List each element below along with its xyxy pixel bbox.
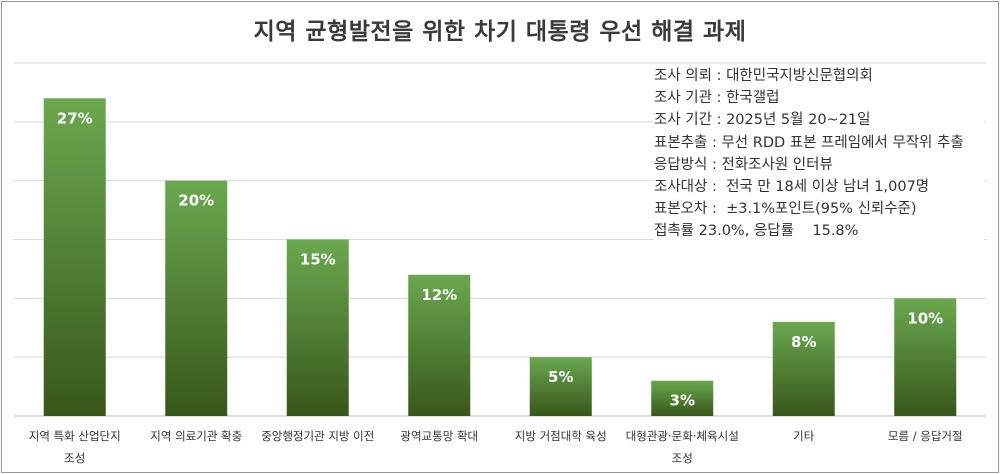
data-label-3: 15% [300,251,336,269]
bar-6 [651,380,714,416]
bar-3 [286,239,349,416]
survey-info-line: 조사 의뢰 : 대한민국지방신문협의회 [654,68,873,84]
category-label-2: 지역 의료기관 확충 [150,429,242,443]
bar-1 [43,98,106,417]
category-label-1-line-1: 지역 특화 산업단지 [29,429,121,443]
category-label-5: 지방 거점대학 육성 [515,429,607,443]
data-label-6: 3% [670,392,695,410]
survey-info-line: 조사대상 : 전국 만 18세 이상 남녀 1,007명 [654,178,930,195]
category-label-7: 기타 [793,429,815,443]
bar-8 [894,298,957,416]
survey-info-line: 표본오차 : ±3.1%포인트(95% 신뢰수준) [654,201,917,218]
bar-5 [529,357,592,416]
survey-info-line: 응답방식 : 전화조사원 인터뷰 [654,156,833,173]
data-label-7: 8% [791,333,816,351]
chart-title: 지역 균형발전을 위한 차기 대통령 우선 해결 과제 [253,19,747,45]
data-label-4: 12% [421,286,457,304]
bar-7 [772,321,835,416]
bar-4 [408,274,471,416]
bar-2 [165,180,228,416]
category-label-6-line-1: 대형관광·문화·체육시설 [626,429,739,443]
category-label-8: 모름 / 응답거절 [888,429,963,443]
category-label-3: 중앙행정기관 지방 이전 [261,429,374,443]
data-label-2: 20% [178,192,214,210]
data-label-8: 10% [907,309,943,327]
survey-info-line: 표본추출 : 무선 RDD 표본 프레임에서 무작위 추출 [654,134,964,151]
survey-info-line: 조사 기간 : 2025년 5월 20~21일 [654,112,871,129]
category-label-1-line-2: 조성 [64,451,85,465]
category-label-4: 광역교통망 확대 [400,429,478,443]
data-label-5: 5% [548,368,573,386]
survey-info-line: 접촉률 23.0%, 응답률 15.8% [654,223,859,240]
data-label-1: 27% [57,109,93,127]
category-label-6-line-2: 조성 [672,451,693,465]
survey-info-line: 조사 기관 : 한국갤럽 [654,90,780,107]
